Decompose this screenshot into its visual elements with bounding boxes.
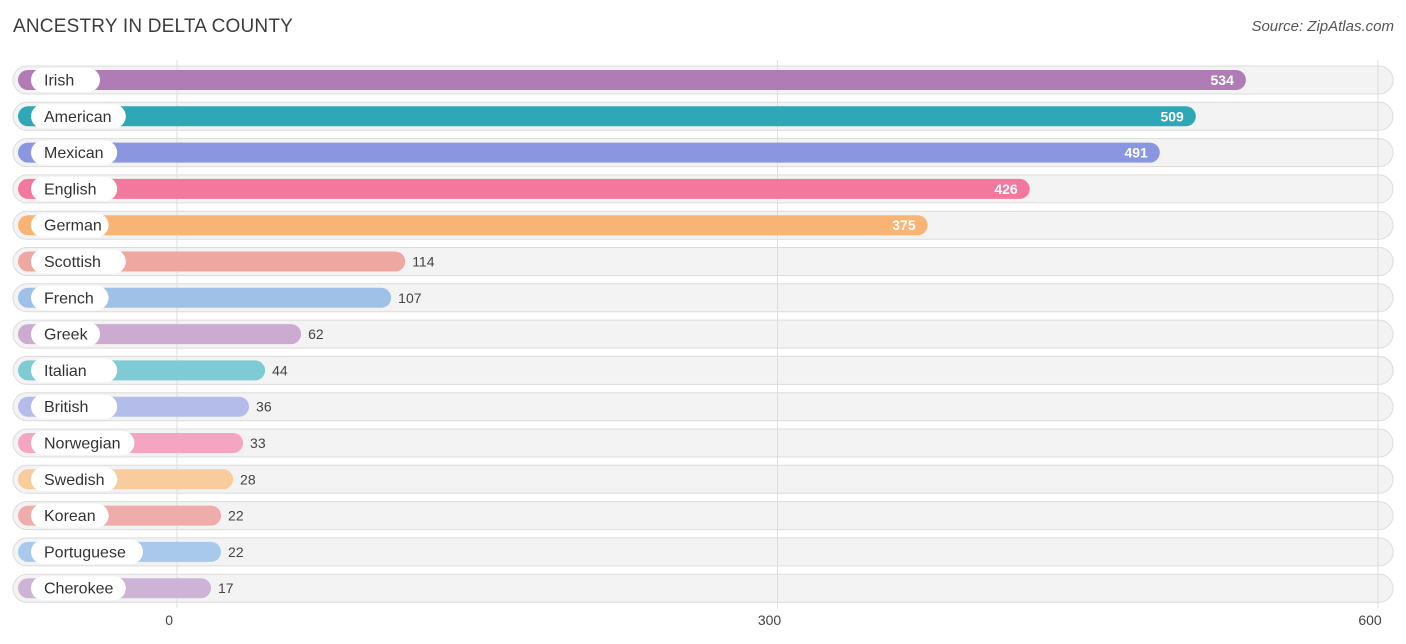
- value-label: 509: [1160, 108, 1184, 124]
- value-label: 534: [1211, 72, 1235, 88]
- category-label: German: [44, 218, 102, 235]
- category-label-pill: [31, 358, 118, 383]
- bar-german: [18, 215, 928, 236]
- category-label-pill: [31, 68, 100, 92]
- value-label: 491: [1124, 145, 1148, 161]
- bar-track: [12, 573, 1394, 603]
- category-label-pill: [31, 394, 118, 419]
- category-label-pill: [31, 576, 126, 601]
- category-label-pill: [31, 285, 109, 310]
- category-label: Portuguese: [44, 544, 126, 561]
- category-label: British: [44, 399, 88, 416]
- value-label: 33: [250, 435, 266, 451]
- bar-mexican: [18, 142, 1160, 163]
- value-label: 17: [218, 580, 234, 596]
- category-label-pill: [31, 431, 135, 455]
- category-label-pill: [31, 176, 118, 201]
- category-label: French: [44, 290, 94, 307]
- category-label: Swedish: [44, 472, 104, 489]
- bar-french: [18, 287, 392, 308]
- category-label: American: [44, 109, 112, 126]
- value-label: 107: [398, 290, 422, 306]
- value-label: 114: [412, 254, 435, 270]
- bar-irish: [18, 70, 1246, 90]
- bar-track: [12, 501, 1394, 531]
- category-label-pill: [31, 539, 143, 564]
- value-label: 375: [892, 217, 916, 233]
- category-label: Scottish: [44, 254, 101, 271]
- category-label: Mexican: [44, 145, 104, 162]
- category-label-pill: [31, 322, 100, 347]
- category-label-pill: [31, 249, 126, 274]
- tick-layer: 0 300 600: [165, 612, 1382, 628]
- value-label: 22: [228, 508, 244, 524]
- category-label: Norwegian: [44, 436, 120, 453]
- bar-track: [12, 355, 1394, 385]
- category-label: Cherokee: [44, 581, 113, 598]
- bar-layer: Irish 534 American 509 Mexican 491 English 426 G…: [18, 68, 1246, 601]
- category-label-pill: [31, 213, 109, 238]
- category-label: Greek: [44, 327, 89, 344]
- bar-track: [12, 537, 1394, 567]
- chart-source: Source: ZipAtlas.com: [1251, 18, 1394, 35]
- bar-track: [12, 392, 1394, 422]
- bar-english: [18, 178, 1030, 199]
- bar-american: [18, 106, 1196, 127]
- category-label-pill: [31, 140, 118, 165]
- category-label: English: [44, 181, 96, 198]
- value-label: 22: [228, 544, 244, 560]
- value-label: 36: [256, 399, 272, 415]
- value-label: 44: [272, 362, 288, 378]
- value-label: 426: [994, 181, 1018, 197]
- category-label: Irish: [44, 73, 74, 90]
- bar-track: [12, 428, 1394, 458]
- value-label: 62: [308, 326, 324, 342]
- x-tick-label: 600: [1358, 612, 1382, 628]
- category-label-pill: [31, 503, 109, 528]
- category-label: Korean: [44, 508, 96, 525]
- chart-title: ANCESTRY IN DELTA COUNTY: [13, 16, 294, 37]
- bar-track: [12, 319, 1394, 349]
- x-tick-label: 0: [165, 612, 173, 628]
- category-label-pill: [31, 467, 118, 492]
- bar-track: [12, 464, 1394, 494]
- category-label-pill: [31, 104, 126, 129]
- value-label: 28: [240, 471, 256, 487]
- x-tick-label: 300: [758, 612, 782, 628]
- category-label: Italian: [44, 363, 87, 380]
